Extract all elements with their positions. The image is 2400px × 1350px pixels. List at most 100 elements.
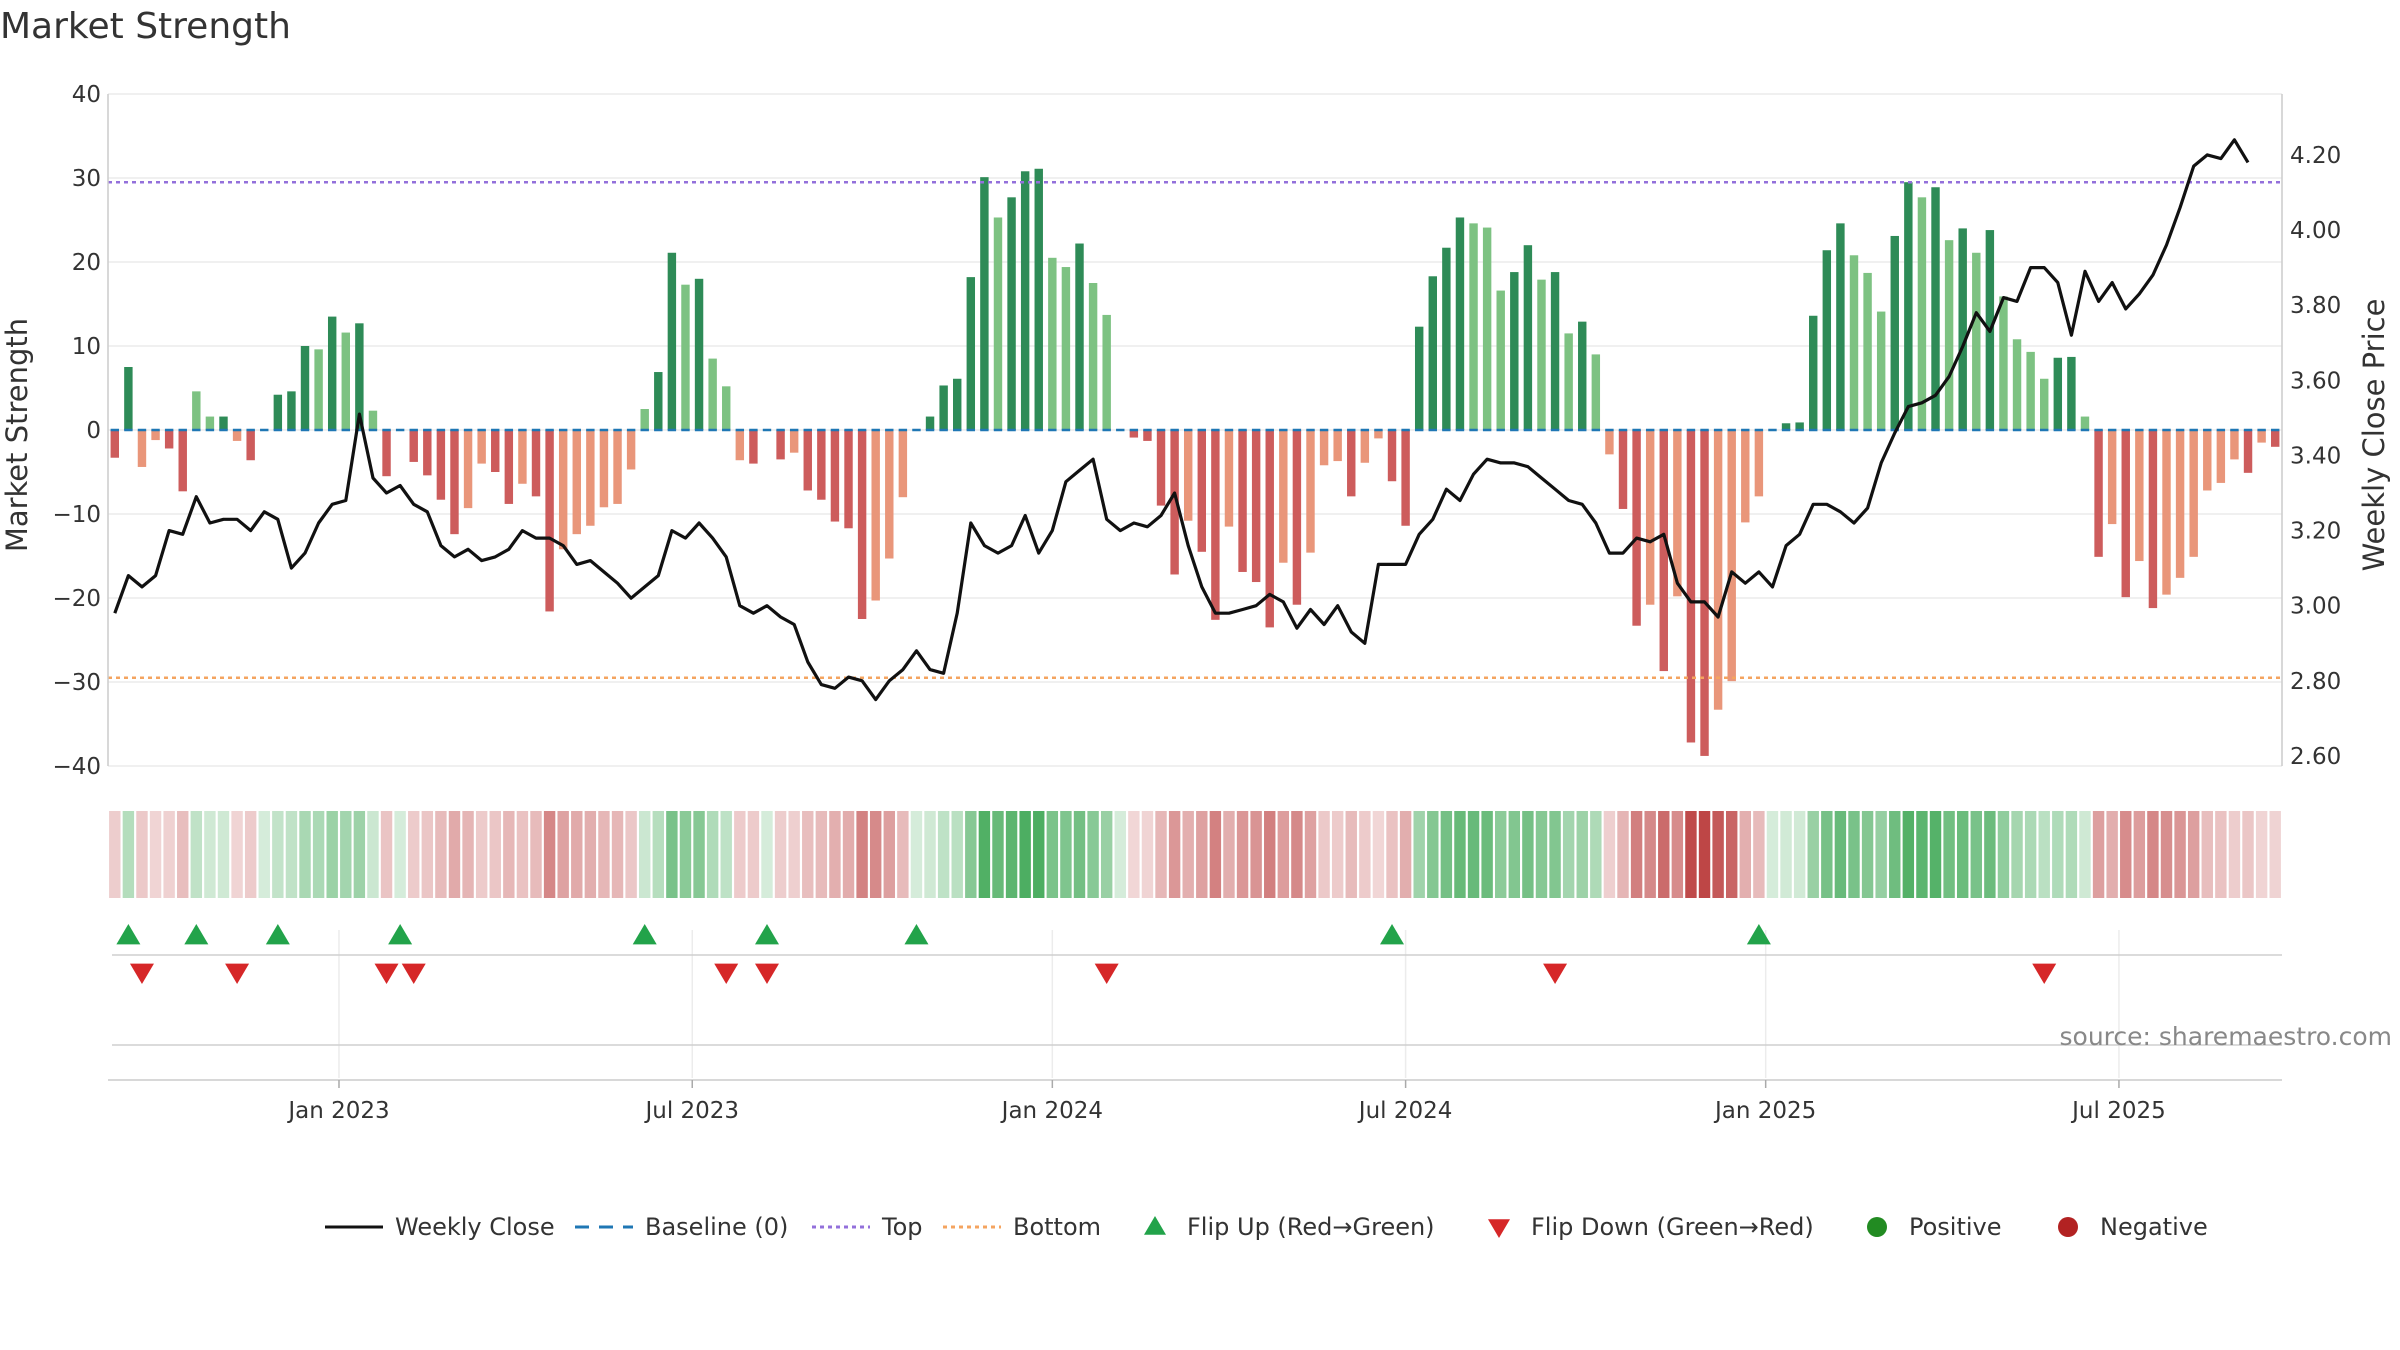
source-text: source: sharemaestro.com: [2060, 1022, 2393, 1051]
flip-down-marker: [401, 963, 426, 984]
heat-strip-cell: [1100, 811, 1113, 898]
strength-bar: [178, 430, 187, 492]
heat-strip-cell: [992, 811, 1004, 898]
heat-strip-cell: [1617, 811, 1629, 898]
strength-bar: [1333, 430, 1342, 462]
flip-down-marker: [1094, 963, 1119, 984]
heat-strip-cell: [1331, 811, 1344, 898]
strength-bar: [1387, 430, 1397, 482]
heat-strip-cell: [149, 811, 162, 898]
strength-bar: [871, 430, 880, 601]
heat-strip-cell: [408, 811, 420, 898]
strength-bar: [980, 177, 989, 430]
strength-bar: [1129, 430, 1139, 438]
heat-strip-cell: [1943, 811, 1955, 898]
strength-bar: [1007, 197, 1016, 430]
heat-strip-cell: [258, 811, 270, 898]
strength-bar: [2216, 430, 2226, 483]
strength-bar: [463, 430, 473, 509]
heat-strip-cell: [571, 811, 583, 898]
heat-strip-cell: [978, 811, 991, 898]
legend-flip-up-swatch: [1144, 1216, 1166, 1235]
strength-bar: [1048, 257, 1057, 430]
strength-bar: [1265, 430, 1274, 628]
heat-strip-cell: [1495, 811, 1507, 898]
heat-strip-cell: [1807, 811, 1819, 898]
strength-bar: [1673, 430, 1682, 597]
strength-bar: [2094, 430, 2103, 557]
strength-bar: [2107, 430, 2117, 525]
flip-up-marker: [388, 924, 413, 945]
heat-strip-cell: [340, 811, 352, 898]
strength-bar: [1713, 430, 1723, 710]
heat-strip-cell: [1861, 811, 1874, 898]
strength-bar: [925, 416, 935, 430]
weekly-close-polyline: [113, 138, 2250, 702]
heat-strip-cell: [2065, 811, 2078, 898]
heat-strip-cell: [1562, 811, 1575, 898]
heat-strip-cell: [1264, 811, 1276, 898]
strength-bar: [1292, 430, 1302, 605]
heat-strip-cell: [1250, 811, 1262, 898]
heat-strip-cell: [1236, 811, 1249, 898]
heat-strip-cell: [516, 811, 529, 898]
heat-strip-cell: [829, 811, 841, 898]
heat-strip-cell: [299, 811, 311, 898]
strength-bar: [722, 386, 731, 430]
heat-strip-cell: [1603, 811, 1616, 898]
legend-bottom-label: Bottom: [1013, 1213, 1101, 1241]
heat-strip-cell: [1685, 811, 1697, 898]
heat-strip-cell: [1889, 811, 1901, 898]
x-tick-label: Jan 2023: [286, 1098, 389, 1124]
strength-bar: [1414, 326, 1424, 430]
heat-strip-cell: [2133, 811, 2146, 898]
strength-bar: [450, 430, 459, 535]
strength-bar: [1822, 250, 1832, 430]
heat-strip-cell: [842, 811, 855, 898]
heat-strip-cell: [2201, 811, 2213, 898]
heat-strip-cell: [2120, 811, 2132, 898]
legend-top-label: Top: [881, 1213, 923, 1241]
y-axis-label: Market Strength: [0, 318, 34, 552]
strength-bar: [1102, 314, 1111, 430]
heat-strip-cell: [503, 811, 515, 898]
strength-bar: [654, 372, 663, 430]
weekly-close-line: [113, 138, 2250, 702]
strength-bar: [1020, 171, 1030, 430]
flip-up-marker: [904, 924, 929, 945]
x-tick-label: Jul 2025: [2070, 1098, 2166, 1124]
heat-strip-cell: [2228, 811, 2241, 898]
heat-strip-cell: [2038, 811, 2050, 898]
strength-bar: [2067, 356, 2076, 430]
heat-strip-cell: [2052, 811, 2064, 898]
chart-title: Market Strength: [0, 6, 291, 47]
strength-bar: [2012, 339, 2022, 430]
strength-bar: [1686, 430, 1696, 743]
strength-bar: [1809, 315, 1818, 430]
heat-strip-cell: [1766, 811, 1779, 898]
legend-positive-swatch: [1867, 1217, 1887, 1237]
legend-flip-down-label: Flip Down (Green→Red): [1531, 1213, 1814, 1241]
strength-bar: [586, 430, 595, 526]
strength-bar: [2243, 430, 2253, 473]
heat-strip-cell: [462, 811, 474, 898]
strength-bar: [667, 252, 677, 430]
strength-bar: [219, 416, 228, 430]
strength-bar: [1944, 240, 1954, 430]
heat-strip-cell: [1128, 811, 1140, 898]
legend-flip-up-label: Flip Up (Red→Green): [1187, 1213, 1435, 1241]
y-tick-label: −10: [52, 502, 101, 528]
heat-strip-cell: [448, 811, 461, 898]
heat-strip-cell: [312, 811, 325, 898]
heat-strip-cell: [1318, 811, 1330, 898]
heat-strip-cell: [924, 811, 936, 898]
heat-strip-cell: [774, 811, 787, 898]
strength-bar: [844, 430, 853, 529]
heat-strip-cell: [2187, 811, 2200, 898]
y-tick-label: −40: [52, 754, 101, 780]
strength-bar: [558, 430, 568, 550]
strength-bar: [2026, 351, 2035, 430]
heat-strip-cell: [2092, 811, 2105, 898]
y2-tick-label: 4.20: [2290, 143, 2341, 169]
